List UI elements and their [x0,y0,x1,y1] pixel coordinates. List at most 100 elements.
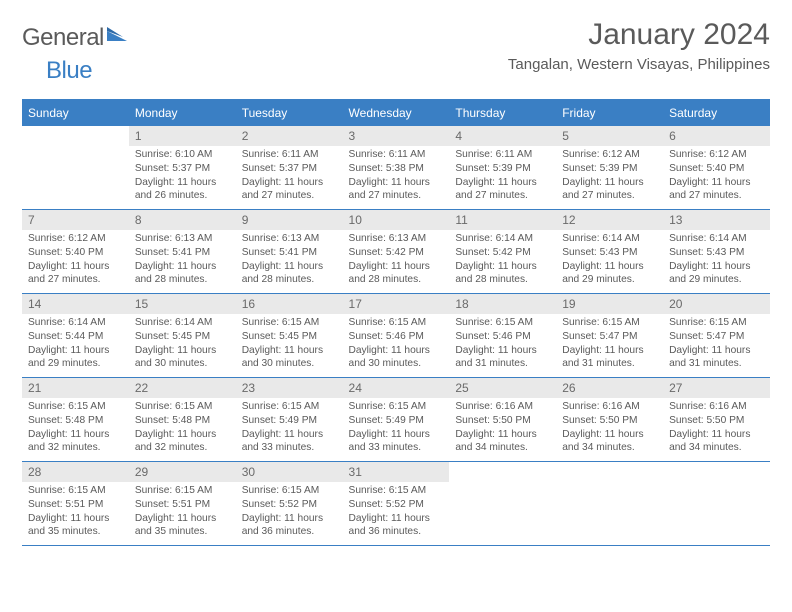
day-number: 21 [22,378,129,398]
sunrise-line: Sunrise: 6:15 AM [242,316,337,330]
day-cell: 4Sunrise: 6:11 AMSunset: 5:39 PMDaylight… [449,126,556,210]
day-number: 14 [22,294,129,314]
sunset-line: Sunset: 5:45 PM [135,330,230,344]
daylight-line: Daylight: 11 hours and 27 minutes. [349,176,444,204]
daylight-line: Daylight: 11 hours and 31 minutes. [669,344,764,372]
day-cell: 16Sunrise: 6:15 AMSunset: 5:45 PMDayligh… [236,294,343,378]
day-cell: 2Sunrise: 6:11 AMSunset: 5:37 PMDaylight… [236,126,343,210]
sunset-line: Sunset: 5:41 PM [135,246,230,260]
daylight-line: Daylight: 11 hours and 34 minutes. [455,428,550,456]
sunset-line: Sunset: 5:44 PM [28,330,123,344]
day-cell: 23Sunrise: 6:15 AMSunset: 5:49 PMDayligh… [236,378,343,462]
sunrise-line: Sunrise: 6:16 AM [669,400,764,414]
day-body: Sunrise: 6:15 AMSunset: 5:49 PMDaylight:… [343,398,450,459]
sunrise-line: Sunrise: 6:15 AM [242,484,337,498]
daylight-line: Daylight: 11 hours and 32 minutes. [135,428,230,456]
sunrise-line: Sunrise: 6:15 AM [135,484,230,498]
sunrise-line: Sunrise: 6:13 AM [242,232,337,246]
sunset-line: Sunset: 5:49 PM [349,414,444,428]
day-cell: 24Sunrise: 6:15 AMSunset: 5:49 PMDayligh… [343,378,450,462]
sunset-line: Sunset: 5:48 PM [135,414,230,428]
sunset-line: Sunset: 5:47 PM [669,330,764,344]
day-number: 31 [343,462,450,482]
day-body: Sunrise: 6:11 AMSunset: 5:38 PMDaylight:… [343,146,450,207]
sunset-line: Sunset: 5:42 PM [349,246,444,260]
day-cell: 6Sunrise: 6:12 AMSunset: 5:40 PMDaylight… [663,126,770,210]
day-body: Sunrise: 6:15 AMSunset: 5:51 PMDaylight:… [22,482,129,543]
daylight-line: Daylight: 11 hours and 27 minutes. [455,176,550,204]
day-body: Sunrise: 6:13 AMSunset: 5:41 PMDaylight:… [129,230,236,291]
day-number: 10 [343,210,450,230]
day-cell: . [663,462,770,546]
day-cell: 15Sunrise: 6:14 AMSunset: 5:45 PMDayligh… [129,294,236,378]
sunset-line: Sunset: 5:40 PM [28,246,123,260]
day-cell: 27Sunrise: 6:16 AMSunset: 5:50 PMDayligh… [663,378,770,462]
week-row: .1Sunrise: 6:10 AMSunset: 5:37 PMDayligh… [22,126,770,210]
month-title: January 2024 [508,18,770,52]
day-body: Sunrise: 6:12 AMSunset: 5:40 PMDaylight:… [663,146,770,207]
day-number: 13 [663,210,770,230]
sunrise-line: Sunrise: 6:13 AM [349,232,444,246]
day-body: Sunrise: 6:16 AMSunset: 5:50 PMDaylight:… [449,398,556,459]
day-cell: 29 Sunrise: 6:15 AMSunset: 5:51 PMDayligh… [129,462,236,546]
daylight-line: Daylight: 11 hours and 34 minutes. [562,428,657,456]
day-number: 28 [22,462,129,482]
day-header: Monday [129,100,236,126]
sunset-line: Sunset: 5:42 PM [455,246,550,260]
sunset-line: Sunset: 5:50 PM [562,414,657,428]
day-body: Sunrise: 6:12 AMSunset: 5:39 PMDaylight:… [556,146,663,207]
sunrise-line: Sunrise: 6:14 AM [455,232,550,246]
sunset-line: Sunset: 5:46 PM [455,330,550,344]
sunset-line: Sunset: 5:51 PM [135,498,230,512]
daylight-line: Daylight: 11 hours and 29 minutes. [669,260,764,288]
day-body: Sunrise: 6:15 AMSunset: 5:52 PMDaylight:… [343,482,450,543]
day-body: Sunrise: 6:15 AMSunset: 5:46 PMDaylight:… [343,314,450,375]
day-body: Sunrise: 6:16 AMSunset: 5:50 PMDaylight:… [663,398,770,459]
day-header: Friday [556,100,663,126]
day-cell: . [556,462,663,546]
day-cell: 22Sunrise: 6:15 AMSunset: 5:48 PMDayligh… [129,378,236,462]
day-header-row: SundayMondayTuesdayWednesdayThursdayFrid… [22,100,770,126]
day-number: 15 [129,294,236,314]
day-cell: 20Sunrise: 6:15 AMSunset: 5:47 PMDayligh… [663,294,770,378]
logo-text-general: General [22,24,104,52]
daylight-line: Daylight: 11 hours and 34 minutes. [669,428,764,456]
day-body: Sunrise: 6:12 AMSunset: 5:40 PMDaylight:… [22,230,129,291]
day-cell: 18Sunrise: 6:15 AMSunset: 5:46 PMDayligh… [449,294,556,378]
day-number: 1 [129,126,236,146]
day-cell: 10 Sunrise: 6:13 AMSunset: 5:42 PMDayligh… [343,210,450,294]
sunset-line: Sunset: 5:45 PM [242,330,337,344]
calendar-head: SundayMondayTuesdayWednesdayThursdayFrid… [22,100,770,126]
sunset-line: Sunset: 5:37 PM [135,162,230,176]
sunrise-line: Sunrise: 6:11 AM [455,148,550,162]
sunrise-line: Sunrise: 6:11 AM [242,148,337,162]
sunrise-line: Sunrise: 6:15 AM [28,400,123,414]
daylight-line: Daylight: 11 hours and 32 minutes. [28,428,123,456]
day-body: Sunrise: 6:14 AMSunset: 5:44 PMDaylight:… [22,314,129,375]
daylight-line: Daylight: 11 hours and 27 minutes. [28,260,123,288]
logo: General [22,18,131,52]
daylight-line: Daylight: 11 hours and 33 minutes. [242,428,337,456]
day-number: 6 [663,126,770,146]
day-cell: 1Sunrise: 6:10 AMSunset: 5:37 PMDaylight… [129,126,236,210]
day-body: Sunrise: 6:14 AMSunset: 5:42 PMDaylight:… [449,230,556,291]
sunrise-line: Sunrise: 6:14 AM [562,232,657,246]
sunrise-line: Sunrise: 6:14 AM [135,316,230,330]
day-cell: 19Sunrise: 6:15 AMSunset: 5:47 PMDayligh… [556,294,663,378]
day-cell: 28Sunrise: 6:15 AMSunset: 5:51 PMDayligh… [22,462,129,546]
day-body: Sunrise: 6:11 AMSunset: 5:37 PMDaylight:… [236,146,343,207]
sunrise-line: Sunrise: 6:15 AM [455,316,550,330]
sunrise-line: Sunrise: 6:15 AM [349,400,444,414]
daylight-line: Daylight: 11 hours and 33 minutes. [349,428,444,456]
daylight-line: Daylight: 11 hours and 35 minutes. [135,512,230,540]
day-number: 11 [449,210,556,230]
day-cell: . [449,462,556,546]
day-cell: 25Sunrise: 6:16 AMSunset: 5:50 PMDayligh… [449,378,556,462]
day-number: 29 [129,462,236,482]
day-body: Sunrise: 6:15 AMSunset: 5:46 PMDaylight:… [449,314,556,375]
day-number: 17 [343,294,450,314]
day-number: 24 [343,378,450,398]
logo-flag-icon [107,27,129,50]
week-row: 21Sunrise: 6:15 AMSunset: 5:48 PMDayligh… [22,378,770,462]
daylight-line: Daylight: 11 hours and 28 minutes. [349,260,444,288]
